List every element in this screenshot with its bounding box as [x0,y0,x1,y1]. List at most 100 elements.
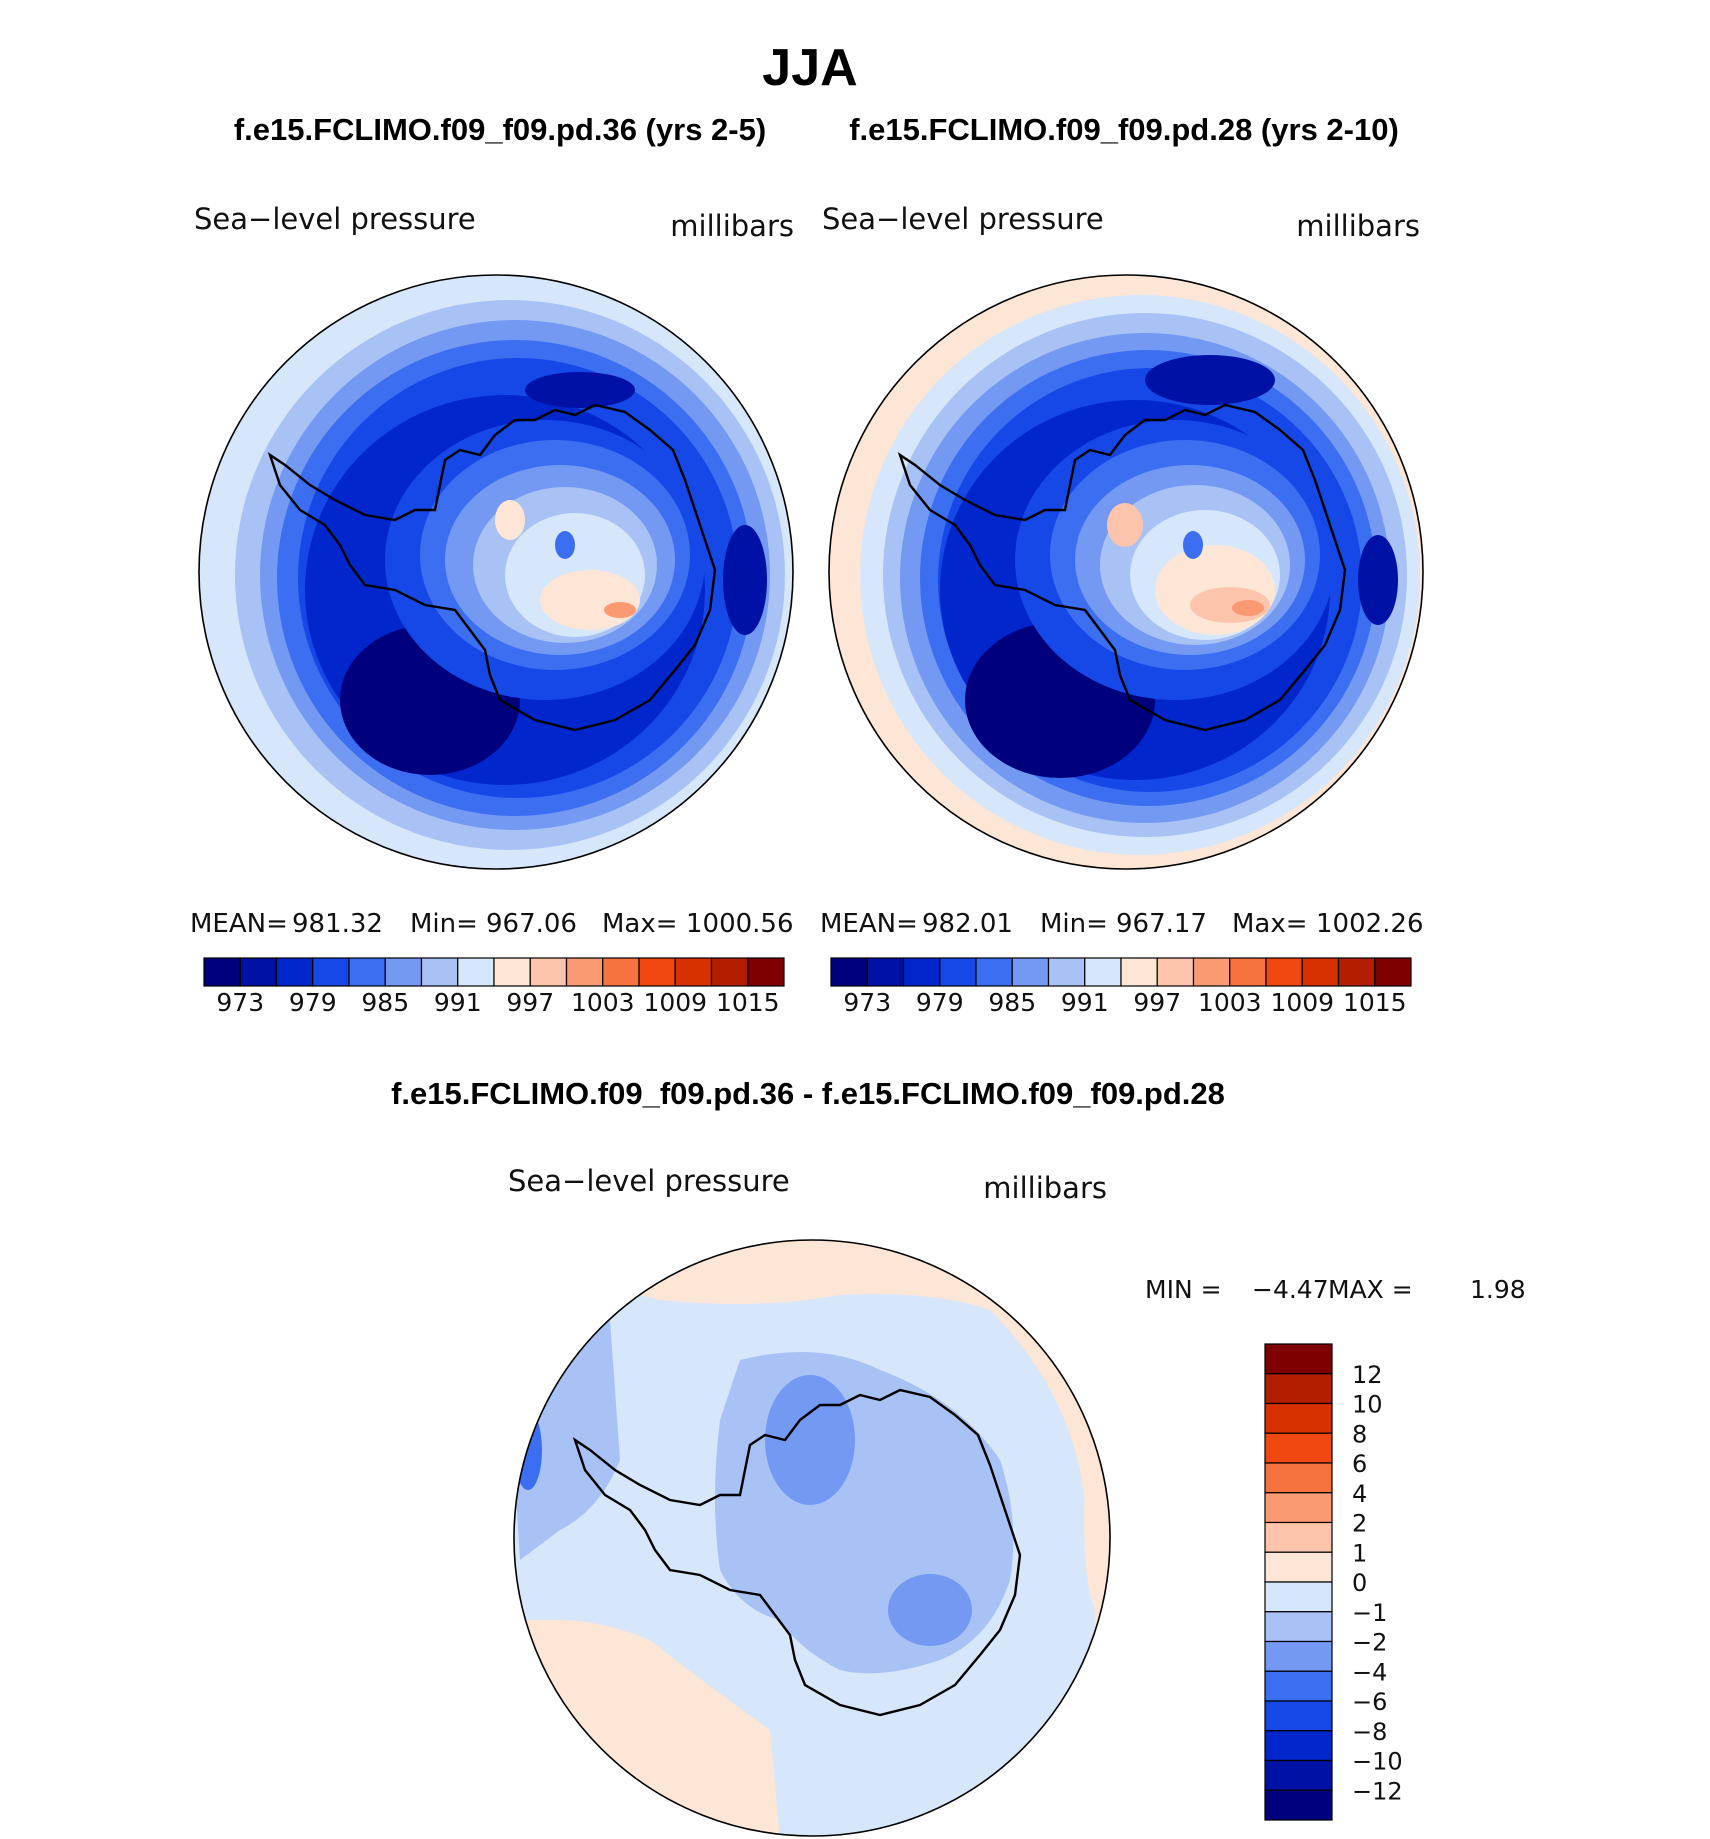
panel1-min-value: 967.06 [486,909,577,939]
panel1-colorbar-tick-label: 991 [434,988,482,1017]
diff-colorbar-tick-label: 1 [1352,1539,1367,1567]
panel2-colorbar-swatch [1265,957,1303,987]
panel2-min-value: 967.17 [1116,909,1207,939]
panel1-colorbar-swatch [203,957,241,987]
panel1-colorbar-tick-label: 1003 [571,988,635,1017]
diff-min-value: −4.47 [1252,1275,1329,1304]
panel2-colorbar-swatch [866,957,905,987]
panel2-colorbar-swatch [1374,957,1412,987]
panel2-mean-value: 982.01 [922,909,1013,939]
panel1-colorbar-tick-label: 1009 [643,988,707,1017]
panel2-mean-label: MEAN= [820,909,918,939]
diff-colorbar-swatch [1264,1551,1333,1583]
diff-colorbar-swatch [1264,1670,1333,1702]
panel1-colorbar-swatch [638,957,676,987]
panel2-max-label: Max= [1232,909,1308,939]
diff-colorbar-tick-label: 0 [1352,1569,1367,1597]
diff-colorbar-tick-label: 10 [1352,1391,1383,1419]
panel2-max-value: 1002.26 [1316,909,1424,939]
season-title: JJA [762,39,857,97]
panel1-mean-value: 981.32 [292,909,383,939]
diff-colorbar-swatch [1264,1581,1333,1613]
panel2-colorbar-tick-label: 1009 [1270,988,1334,1017]
panel1-colorbar-swatch [602,957,640,987]
panel1-colorbar-swatch [312,957,350,987]
diff-colorbar-swatch [1264,1402,1333,1434]
panel1-colorbar-swatch [457,957,495,987]
panel1-colorbar-tick-label: 973 [216,988,264,1017]
panel1-max-label: Max= [602,909,678,939]
panel2-colorbar-tick-label: 1003 [1198,988,1262,1017]
panel1-colorbar-swatch [384,957,423,987]
diff-colorbar-swatch [1264,1373,1333,1405]
panel2-colorbar-swatch [830,957,868,987]
diff-max-label: MAX = [1328,1275,1413,1304]
panel2-colorbar-tick-label: 1015 [1343,988,1407,1017]
diff-variable-label: Sea−level pressure [508,1164,790,1198]
panel2-colorbar-swatch [1337,957,1376,987]
panel1-min-label: Min= [410,909,478,939]
diff-colorbar-tick-label: −6 [1352,1688,1387,1716]
panel2-colorbar-tick-label: 985 [988,988,1036,1017]
diff-colorbar-swatch [1264,1759,1333,1791]
panel1-case-title: f.e15.FCLIMO.f09_f09.pd.36 (yrs 2-5) [234,112,766,147]
panel1-units-label: millibars [670,209,794,243]
diff-colorbar-tick-label: 4 [1352,1480,1367,1508]
panel1-colorbar-swatch [275,957,314,987]
panel2-colorbar-swatch [1229,957,1267,987]
diff-colorbar-tick-label: −1 [1352,1599,1387,1627]
panel2-variable-label: Sea−level pressure [822,202,1104,236]
panel2-colorbar-swatch [1120,957,1158,987]
panel1-colorbar-swatch [239,957,278,987]
panel1-colorbar-swatch [348,957,386,987]
diff-colorbar-tick-label: −8 [1352,1718,1387,1746]
panel2-case-title: f.e15.FCLIMO.f09_f09.pd.28 (yrs 2-10) [849,112,1399,147]
panel1-colorbar: 973 979 985 991 997 1003 1009 1015 [203,957,785,1017]
diff-colorbar-swatch [1264,1492,1333,1524]
panel1-colorbar-tick-label: 985 [361,988,409,1017]
diff-polar-map [513,1239,1111,1837]
panel2-colorbar-swatch [1301,957,1340,987]
diff-colorbar-swatch [1264,1730,1333,1762]
diff-colorbar-tick-label: −10 [1352,1748,1403,1776]
diff-colorbar-swatch [1264,1700,1333,1732]
panel1-colorbar-swatch [747,957,785,987]
diff-colorbar-tick-label: −2 [1352,1629,1387,1657]
panel2-min-label: Min= [1040,909,1108,939]
panel2-units-label: millibars [1296,209,1420,243]
panel1-polar-map [198,274,794,870]
panel2-colorbar-swatch [1047,957,1086,987]
diff-colorbar-tick-label: 12 [1352,1361,1383,1389]
diff-min-label: MIN = [1145,1275,1222,1304]
diff-colorbar-swatch [1264,1789,1333,1821]
diff-colorbar-swatch [1264,1521,1333,1553]
diff-colorbar-tick-label: −12 [1352,1777,1403,1805]
panel1-max-value: 1000.56 [686,909,794,939]
diff-colorbar-swatch [1264,1462,1333,1494]
diff-max-value: 1.98 [1470,1275,1526,1304]
panel1-mean-label: MEAN= [190,909,288,939]
panel2-colorbar-swatch [902,957,941,987]
panel1-colorbar-swatch [529,957,568,987]
panel2-colorbar-tick-label: 973 [843,988,891,1017]
panel2-polar-map [828,274,1424,870]
panel1-colorbar-tick-label: 1015 [716,988,780,1017]
panel1-colorbar-swatch [493,957,531,987]
panel1-colorbar-swatch [420,957,459,987]
diff-colorbar-tick-label: 2 [1352,1510,1367,1538]
panel2-colorbar: 973 979 985 991 997 1003 1009 1015 [830,957,1412,1017]
panel2-colorbar-swatch [1156,957,1195,987]
panel1-colorbar-tick-label: 979 [289,988,337,1017]
panel2-colorbar-tick-label: 979 [916,988,964,1017]
diff-title: f.e15.FCLIMO.f09_f09.pd.36 - f.e15.FCLIM… [391,1076,1225,1111]
diff-colorbar-tick-label: 6 [1352,1450,1367,1478]
panel2-colorbar-tick-label: 997 [1133,988,1181,1017]
panel2-colorbar-swatch [939,957,977,987]
diff-units-label: millibars [983,1171,1107,1205]
panel2-colorbar-tick-label: 991 [1061,988,1109,1017]
panel1-colorbar-swatch [674,957,713,987]
panel2-colorbar-swatch [975,957,1013,987]
diff-colorbar-swatch [1264,1343,1333,1375]
